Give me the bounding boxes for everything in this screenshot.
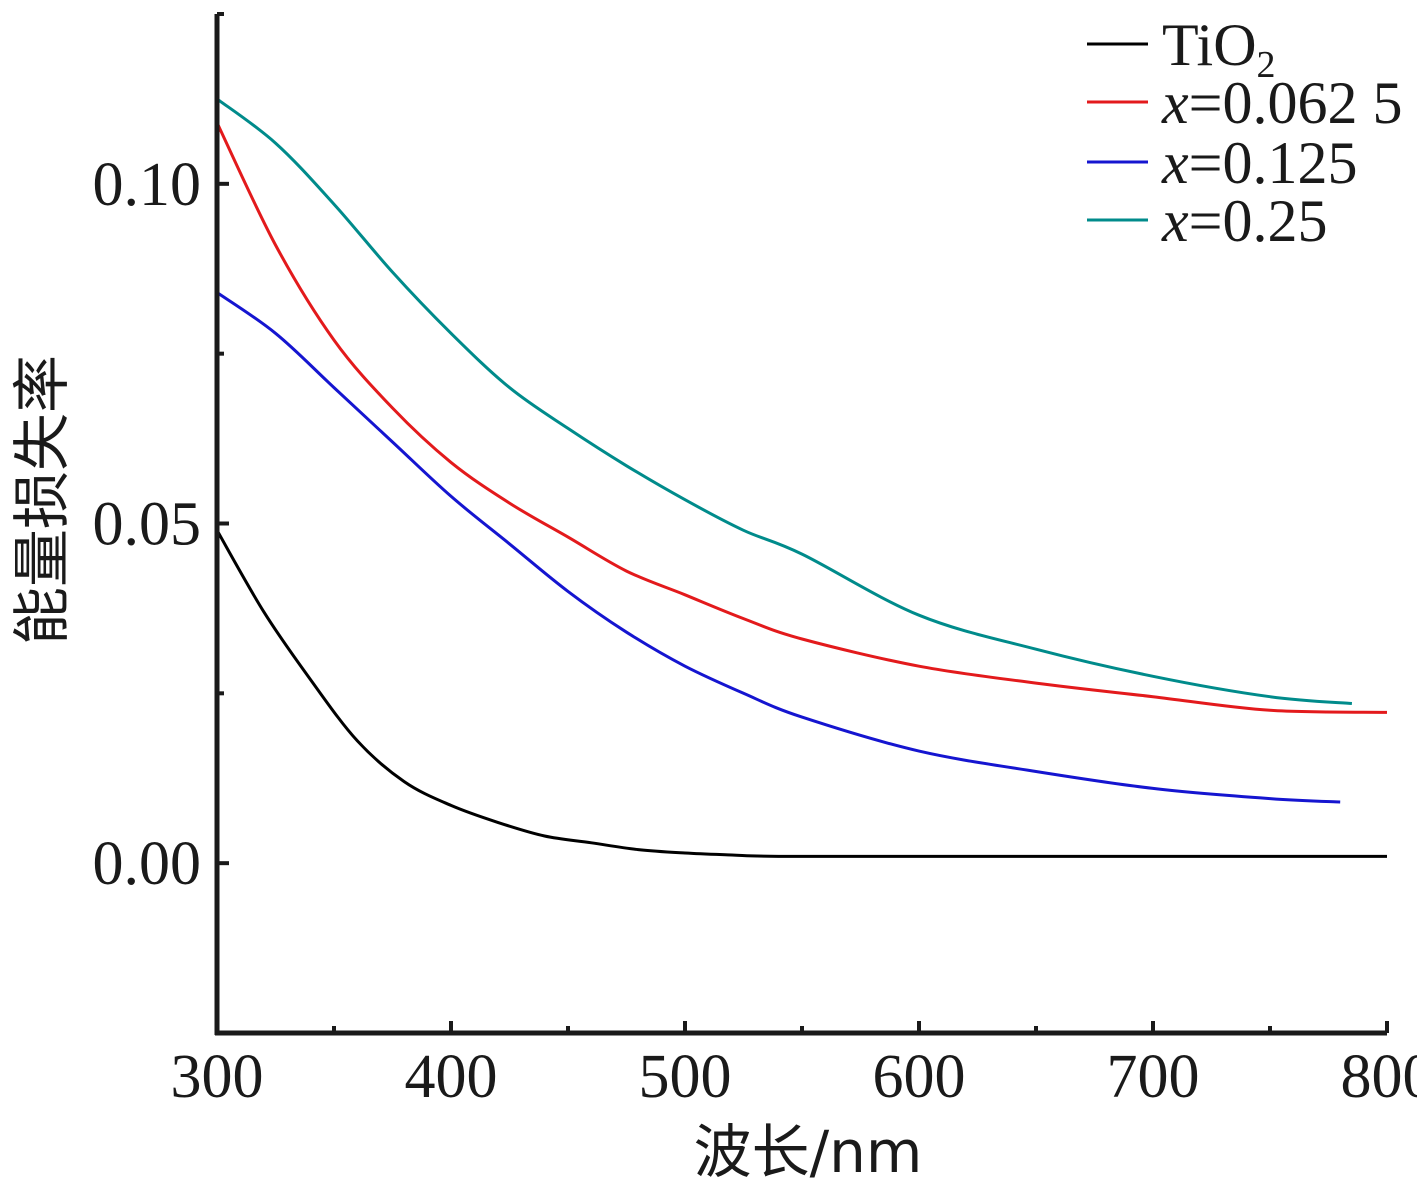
legend-label-1: x=0.062 5 xyxy=(1161,70,1402,136)
x-tick-label: 700 xyxy=(1107,1043,1200,1111)
legend-label-2: x=0.125 xyxy=(1161,130,1357,196)
series-line-2 xyxy=(216,291,1341,804)
x-axis-title: 波长/nm xyxy=(694,1118,923,1181)
series-line-3 xyxy=(216,97,1353,705)
x-tick-label: 500 xyxy=(639,1043,732,1111)
series-line-1 xyxy=(215,122,1388,714)
legend-label-0: TiO2 xyxy=(1162,12,1276,86)
series-layer xyxy=(215,97,1388,858)
x-tick-label: 300 xyxy=(171,1043,264,1111)
series-line-0 xyxy=(215,529,1387,858)
y-tick-label: 0.00 xyxy=(93,830,202,898)
ticks-layer: 300 400 500 600 700 800 0.00 0.05 0.10 xyxy=(93,12,1417,1111)
x-tick-label: 800 xyxy=(1341,1043,1417,1111)
x-tick-label: 600 xyxy=(873,1043,966,1111)
x-tick-label: 400 xyxy=(405,1043,498,1111)
legend-label-3: x=0.25 xyxy=(1161,188,1327,254)
y-tick-label: 0.05 xyxy=(93,491,202,559)
y-axis-title: 能量损失率 xyxy=(8,355,76,645)
y-tick-label: 0.10 xyxy=(93,151,202,219)
